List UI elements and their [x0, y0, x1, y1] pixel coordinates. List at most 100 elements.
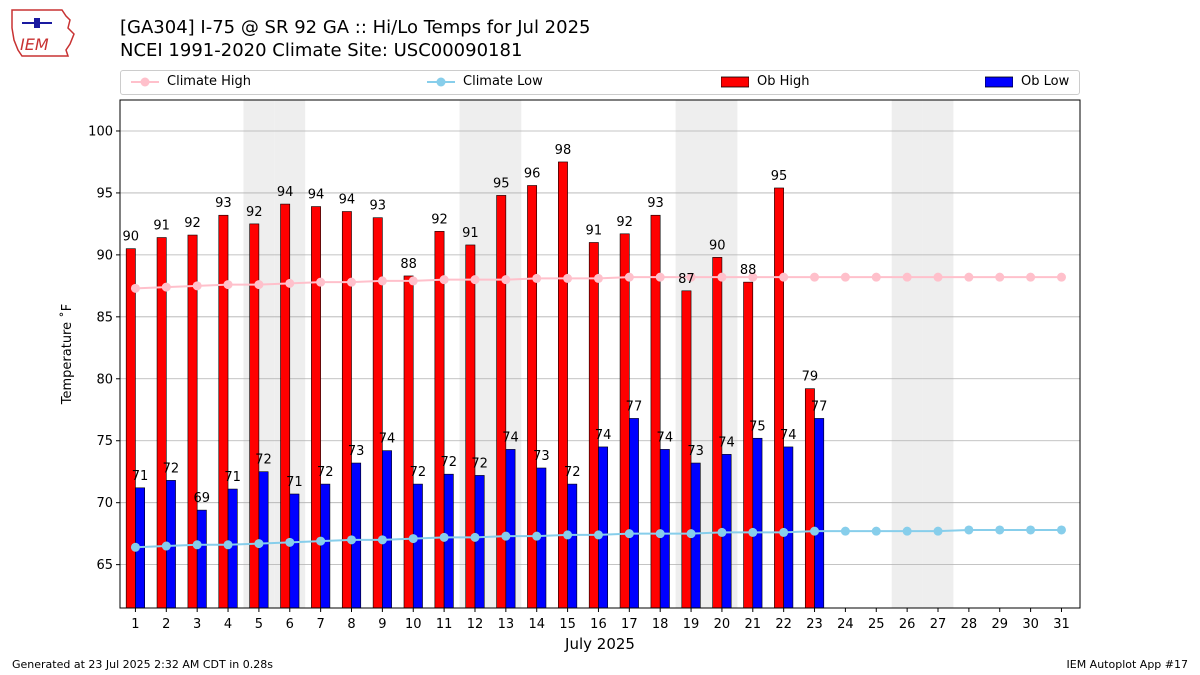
ob-high-bar — [403, 275, 414, 609]
climate-low-point — [779, 527, 789, 537]
climate-low-point — [902, 526, 912, 536]
x-tick-label: 15 — [559, 617, 576, 632]
ob-low-bar — [443, 473, 454, 609]
legend-label-climate-high: Climate High — [167, 74, 252, 89]
ob-low-label: 72 — [564, 465, 581, 480]
ob-high-bar — [712, 257, 723, 609]
ob-low-label: 74 — [780, 428, 797, 443]
ob-low-bar — [351, 462, 362, 609]
climate-high-point — [748, 272, 758, 282]
climate-low-point — [655, 529, 665, 539]
climate-low-line — [135, 528, 1062, 549]
ob-high-label: 92 — [616, 215, 633, 230]
ob-high-bar — [558, 161, 568, 609]
ob-low-label: 72 — [317, 465, 334, 480]
ob-low-label: 72 — [410, 465, 427, 480]
generated-timestamp: Generated at 23 Jul 2025 2:32 AM CDT in … — [12, 658, 273, 671]
ob-low-bar — [474, 475, 485, 609]
x-tick-label: 14 — [528, 617, 545, 632]
ob-low-bar — [752, 437, 763, 609]
ob-low-bar — [227, 488, 238, 609]
x-tick-label: 19 — [683, 617, 700, 632]
x-tick-label: 9 — [378, 617, 386, 632]
climate-low-point — [717, 527, 727, 537]
ob-low-label: 72 — [440, 455, 457, 470]
legend-label-ob-low: Ob Low — [1021, 74, 1070, 89]
weekend-band — [459, 100, 491, 608]
ob-high-bar — [650, 214, 661, 609]
legend-item-ob-low: Ob Low — [985, 74, 1069, 89]
x-tick-label: 28 — [961, 617, 978, 632]
legend-label-ob-high: Ob High — [757, 74, 810, 89]
ob-low-bar — [196, 509, 207, 609]
ob-high-bar — [372, 217, 383, 609]
climate-high-point — [439, 275, 449, 285]
x-axis-label: July 2025 — [564, 635, 635, 653]
ob-high-label: 91 — [586, 223, 603, 238]
climate-low-point — [470, 532, 480, 542]
x-tick-label: 4 — [224, 617, 232, 632]
x-tick-label: 20 — [714, 617, 731, 632]
climate-high-point — [254, 280, 264, 290]
ob-high-label: 94 — [339, 193, 356, 208]
x-tick-label: 17 — [621, 617, 638, 632]
climate-low-point — [593, 530, 603, 540]
ob-low-label: 77 — [811, 399, 828, 414]
logo-text: IEM — [20, 35, 49, 54]
x-tick-label: 30 — [1022, 617, 1039, 632]
climate-high-point — [810, 272, 820, 282]
ob-high-bar — [588, 242, 599, 609]
climate-low-point — [408, 534, 418, 544]
ob-low-bar — [783, 446, 794, 609]
ob-low-bar — [412, 483, 423, 609]
ob-high-label: 88 — [400, 257, 417, 272]
bars — [125, 161, 825, 609]
weather-station-icon — [34, 18, 40, 28]
ob-high-label: 93 — [369, 199, 386, 214]
climate-high-point — [316, 277, 326, 287]
ob-low-label: 74 — [718, 435, 735, 450]
ob-high-bar — [341, 211, 352, 609]
ob-high-bar — [125, 248, 136, 609]
ob-low-bar — [598, 446, 609, 609]
ob-low-label: 72 — [163, 461, 180, 476]
ob-low-label: 73 — [348, 444, 365, 459]
bar-labels: 90 91 92 93 92 94 94 94 93 88 92 91 95 96 98 91 92 93 87 90… — [123, 143, 828, 506]
climate-high-point — [347, 277, 357, 287]
ob-low-bar — [320, 483, 331, 609]
climate-low-point — [748, 527, 758, 537]
climate-high-point — [501, 275, 511, 285]
chart-subtitle: NCEI 1991-2020 Climate Site: USC00090181 — [120, 40, 523, 61]
x-tick-label: 27 — [930, 617, 947, 632]
y-gridlines — [120, 130, 1080, 566]
ob-high-bar — [249, 223, 260, 609]
climate-low-point — [316, 536, 326, 546]
ob-high-label: 91 — [153, 219, 170, 234]
y-tick-label: 85 — [96, 310, 113, 325]
ob-low-label: 71 — [132, 469, 149, 484]
ob-low-label: 74 — [502, 430, 519, 445]
y-axis-label: Temperature ˚F — [59, 304, 75, 405]
climate-low-point — [624, 529, 634, 539]
ob-low-label: 75 — [749, 419, 766, 434]
iowa-outline-shape — [11, 9, 75, 57]
ob-low-bar — [289, 493, 300, 609]
ob-low-label: 74 — [379, 432, 396, 447]
ob-high-bar — [311, 206, 321, 609]
climate-high-point — [871, 272, 881, 282]
climate-low-point — [1026, 525, 1036, 535]
x-tick-label: 13 — [498, 617, 515, 632]
x-tick-label: 11 — [436, 617, 453, 632]
ob-high-label: 93 — [647, 196, 664, 211]
y-tick-label: 95 — [96, 186, 113, 201]
ob-high-label: 87 — [678, 272, 695, 287]
ob-low-bar — [721, 454, 732, 609]
ob-low-label: 74 — [657, 430, 674, 445]
weekend-band — [490, 100, 522, 608]
weekend-band — [274, 100, 306, 608]
legend-marker-ob-low — [985, 76, 1013, 87]
chart-legend: Climate High Climate Low Ob High Ob Low — [120, 70, 1080, 95]
climate-low-point — [686, 529, 696, 539]
ob-high-label: 79 — [802, 370, 819, 385]
